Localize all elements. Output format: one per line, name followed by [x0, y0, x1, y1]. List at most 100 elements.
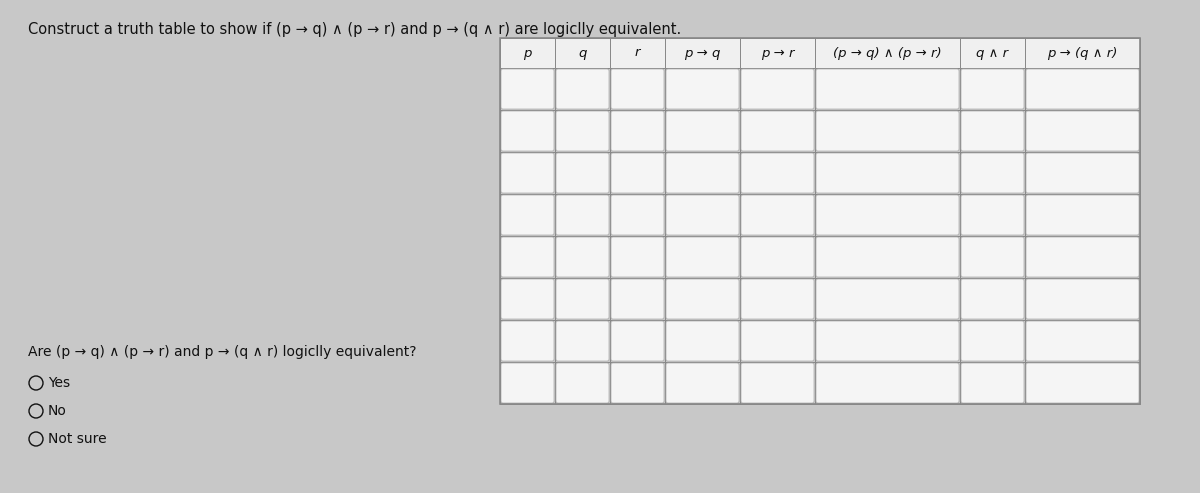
FancyBboxPatch shape: [611, 363, 664, 403]
FancyBboxPatch shape: [502, 69, 554, 109]
Text: Construct a truth table to show if (p → q) ∧ (p → r) and p → (q ∧ r) are logicll: Construct a truth table to show if (p → …: [28, 22, 682, 37]
FancyBboxPatch shape: [742, 363, 814, 403]
FancyBboxPatch shape: [611, 195, 664, 235]
Text: r: r: [635, 46, 641, 60]
FancyBboxPatch shape: [742, 69, 814, 109]
Bar: [665, 320, 740, 362]
FancyBboxPatch shape: [1026, 279, 1139, 319]
FancyBboxPatch shape: [1026, 153, 1139, 193]
FancyBboxPatch shape: [742, 279, 814, 319]
Bar: [554, 236, 610, 278]
Bar: [610, 194, 665, 236]
FancyBboxPatch shape: [502, 153, 554, 193]
Bar: [500, 236, 554, 278]
FancyBboxPatch shape: [666, 321, 739, 361]
Bar: [1025, 278, 1140, 320]
FancyBboxPatch shape: [816, 195, 959, 235]
FancyBboxPatch shape: [611, 69, 664, 109]
Bar: [665, 362, 740, 404]
FancyBboxPatch shape: [1026, 111, 1139, 151]
Bar: [740, 194, 815, 236]
Bar: [665, 152, 740, 194]
FancyBboxPatch shape: [502, 321, 554, 361]
FancyBboxPatch shape: [502, 195, 554, 235]
Bar: [500, 278, 554, 320]
Bar: [740, 110, 815, 152]
FancyBboxPatch shape: [1026, 69, 1139, 109]
FancyBboxPatch shape: [961, 279, 1024, 319]
Bar: [1025, 362, 1140, 404]
Bar: [815, 320, 960, 362]
Bar: [740, 38, 815, 68]
FancyBboxPatch shape: [666, 237, 739, 277]
Bar: [960, 320, 1025, 362]
Bar: [1025, 152, 1140, 194]
FancyBboxPatch shape: [961, 321, 1024, 361]
FancyBboxPatch shape: [502, 363, 554, 403]
FancyBboxPatch shape: [502, 237, 554, 277]
Bar: [610, 362, 665, 404]
FancyBboxPatch shape: [816, 363, 959, 403]
Bar: [500, 362, 554, 404]
FancyBboxPatch shape: [816, 111, 959, 151]
Bar: [960, 38, 1025, 68]
Bar: [1025, 320, 1140, 362]
Bar: [500, 194, 554, 236]
Bar: [815, 68, 960, 110]
Bar: [815, 194, 960, 236]
Text: Yes: Yes: [48, 376, 70, 390]
FancyBboxPatch shape: [961, 363, 1024, 403]
Bar: [500, 38, 1140, 404]
Text: p → (q ∧ r): p → (q ∧ r): [1048, 46, 1117, 60]
Bar: [610, 38, 665, 68]
FancyBboxPatch shape: [961, 111, 1024, 151]
Bar: [960, 152, 1025, 194]
FancyBboxPatch shape: [816, 69, 959, 109]
FancyBboxPatch shape: [961, 69, 1024, 109]
Bar: [665, 68, 740, 110]
Bar: [740, 236, 815, 278]
Bar: [815, 362, 960, 404]
FancyBboxPatch shape: [816, 321, 959, 361]
Bar: [960, 278, 1025, 320]
Bar: [554, 320, 610, 362]
FancyBboxPatch shape: [1026, 237, 1139, 277]
FancyBboxPatch shape: [961, 195, 1024, 235]
Bar: [1025, 110, 1140, 152]
FancyBboxPatch shape: [666, 363, 739, 403]
Bar: [1025, 194, 1140, 236]
Bar: [610, 278, 665, 320]
Text: Are (p → q) ∧ (p → r) and p → (q ∧ r) logiclly equivalent?: Are (p → q) ∧ (p → r) and p → (q ∧ r) lo…: [28, 345, 416, 359]
FancyBboxPatch shape: [556, 69, 610, 109]
Text: Not sure: Not sure: [48, 432, 107, 446]
FancyBboxPatch shape: [611, 321, 664, 361]
FancyBboxPatch shape: [666, 69, 739, 109]
FancyBboxPatch shape: [502, 279, 554, 319]
FancyBboxPatch shape: [816, 279, 959, 319]
Bar: [1025, 38, 1140, 68]
Bar: [610, 320, 665, 362]
FancyBboxPatch shape: [1026, 321, 1139, 361]
FancyBboxPatch shape: [666, 153, 739, 193]
FancyBboxPatch shape: [742, 111, 814, 151]
Bar: [554, 194, 610, 236]
Text: q: q: [578, 46, 587, 60]
Bar: [960, 362, 1025, 404]
FancyBboxPatch shape: [742, 321, 814, 361]
Bar: [610, 68, 665, 110]
Bar: [740, 320, 815, 362]
FancyBboxPatch shape: [556, 321, 610, 361]
Bar: [500, 38, 554, 68]
Text: (p → q) ∧ (p → r): (p → q) ∧ (p → r): [833, 46, 942, 60]
Bar: [665, 110, 740, 152]
Bar: [554, 152, 610, 194]
FancyBboxPatch shape: [1026, 195, 1139, 235]
Bar: [960, 194, 1025, 236]
FancyBboxPatch shape: [816, 237, 959, 277]
FancyBboxPatch shape: [611, 111, 664, 151]
FancyBboxPatch shape: [666, 195, 739, 235]
Bar: [815, 236, 960, 278]
Bar: [554, 278, 610, 320]
Text: No: No: [48, 404, 67, 418]
FancyBboxPatch shape: [611, 153, 664, 193]
